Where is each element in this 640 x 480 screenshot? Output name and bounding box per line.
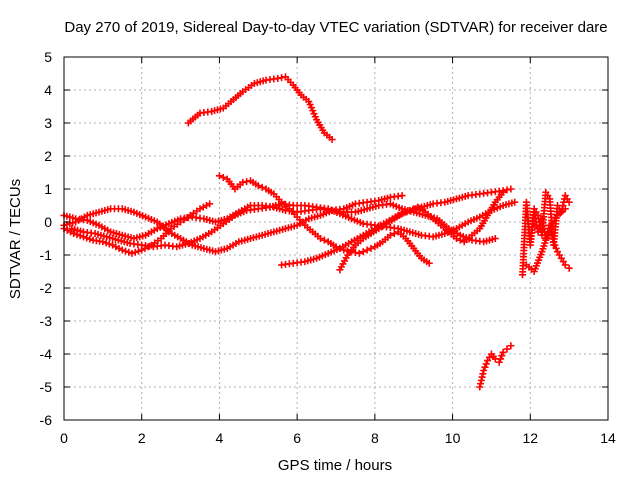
x-tick-label: 12	[522, 430, 538, 446]
x-tick-labels: 0 2 4 6 8 10 12 14	[60, 430, 616, 446]
y-tick-label: -1	[40, 247, 53, 263]
data-point	[511, 198, 519, 206]
data-point	[550, 238, 558, 246]
data-point	[131, 248, 139, 256]
data-point	[320, 236, 328, 244]
data-point	[243, 178, 251, 186]
y-tick-label: -4	[40, 346, 53, 362]
data-point	[122, 247, 130, 255]
data-point	[481, 363, 489, 371]
data-point	[254, 182, 262, 190]
chart-title: Day 270 of 2019, Sidereal Day-to-day VTE…	[64, 19, 607, 36]
data-point	[406, 206, 414, 214]
data-point	[480, 367, 488, 374]
plot-area-border	[63, 56, 609, 421]
data-point	[499, 348, 507, 356]
series-track-a	[184, 73, 336, 143]
x-tick-label: 6	[293, 430, 301, 446]
series-track-g	[278, 185, 515, 269]
data-point	[274, 74, 282, 82]
data-point	[355, 249, 363, 257]
x-axis-label: GPS time / hours	[278, 457, 392, 474]
data-point	[386, 231, 394, 239]
data-point	[565, 198, 573, 206]
y-tick-labels: 5 4 3 2 1 0 -1 -2 -3 -4 -5 -6	[40, 49, 53, 428]
data-point	[503, 186, 511, 194]
data-point	[70, 230, 78, 238]
data-point	[425, 259, 433, 267]
y-tick-label: -6	[40, 412, 53, 428]
data-point	[359, 248, 367, 256]
data-point	[495, 358, 503, 366]
data-point	[452, 235, 460, 242]
y-tick-label: 5	[44, 49, 52, 65]
data-point	[398, 210, 406, 218]
data-point	[410, 205, 418, 213]
data-point	[561, 205, 569, 213]
data-point	[367, 244, 375, 252]
data-point	[340, 246, 348, 254]
data-point	[402, 208, 410, 216]
data-point	[498, 352, 506, 360]
data-point	[134, 247, 142, 255]
data-point	[552, 244, 560, 252]
x-tick-label: 4	[216, 430, 224, 446]
data-point	[496, 355, 504, 363]
y-tick-label: -5	[40, 379, 53, 395]
series-track-k	[522, 205, 569, 275]
y-tick-label: 3	[44, 115, 52, 131]
data-point	[551, 241, 559, 249]
series-track-l	[476, 342, 515, 391]
data-point	[363, 246, 371, 254]
data-point	[239, 178, 247, 186]
data-point	[390, 230, 398, 238]
data-point	[258, 183, 266, 191]
y-tick-label: -3	[40, 313, 53, 329]
data-point	[215, 172, 223, 180]
data-series	[60, 73, 573, 391]
data-point	[328, 136, 336, 143]
y-tick-label: 4	[44, 82, 52, 98]
y-axis-label: SDTVAR / TECUs	[7, 179, 24, 299]
data-point	[278, 74, 286, 82]
x-tick-label: 0	[60, 430, 68, 446]
x-tick-label: 14	[600, 430, 616, 446]
data-point	[206, 200, 214, 208]
data-point	[507, 185, 515, 193]
y-tick-label: -2	[40, 280, 53, 296]
data-point	[534, 228, 542, 236]
x-tick-label: 10	[445, 430, 461, 446]
data-point	[398, 192, 406, 200]
axis-ticks	[63, 56, 609, 421]
data-point	[507, 342, 515, 350]
data-point	[128, 249, 136, 257]
grid-lines	[64, 57, 608, 420]
series-track-d	[60, 192, 406, 256]
y-tick-label: 2	[44, 148, 52, 164]
x-tick-label: 2	[138, 430, 146, 446]
data-point	[491, 235, 499, 242]
data-point	[482, 360, 490, 368]
data-point	[219, 173, 227, 181]
series-track-f	[215, 172, 433, 267]
data-point	[456, 236, 464, 244]
x-tick-label: 8	[371, 430, 379, 446]
data-point	[125, 248, 133, 256]
data-point	[118, 246, 126, 254]
series-track-h	[336, 188, 507, 274]
data-point	[499, 188, 507, 196]
y-tick-label: 1	[44, 181, 52, 197]
data-point	[503, 345, 511, 353]
data-point	[316, 235, 324, 242]
data-point	[86, 235, 94, 243]
data-point	[102, 239, 110, 247]
data-point	[565, 264, 573, 272]
series-track-c	[60, 200, 214, 257]
y-tick-label: 0	[44, 214, 52, 230]
data-point	[561, 261, 569, 269]
series-track-e	[68, 198, 519, 251]
data-point	[105, 240, 113, 248]
data-point	[99, 238, 107, 246]
